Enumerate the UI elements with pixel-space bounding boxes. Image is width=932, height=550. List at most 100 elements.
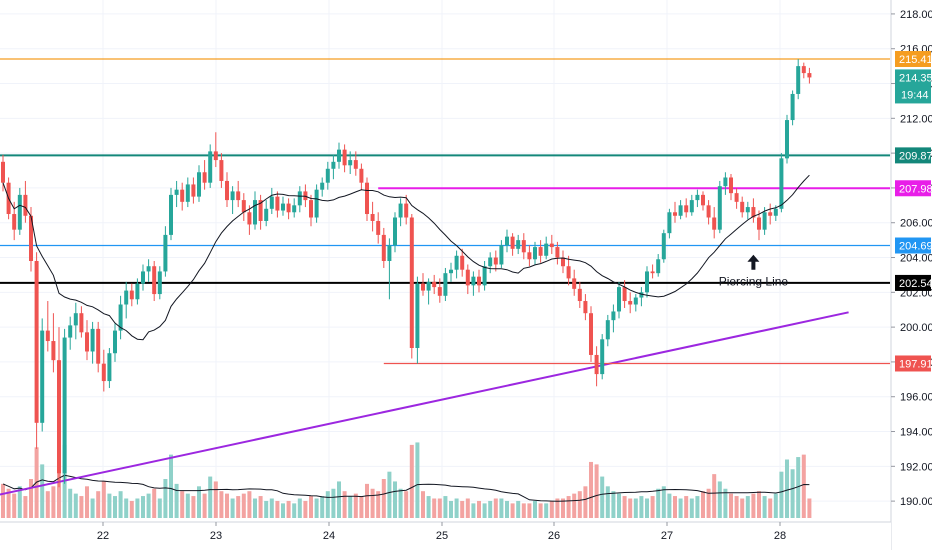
volume-bar [661, 486, 666, 518]
candle-body [146, 266, 151, 272]
candle-body [460, 255, 465, 270]
volume-bar [516, 500, 521, 518]
volume-bar [561, 498, 565, 518]
candle-body [633, 297, 638, 305]
candle-body [202, 172, 207, 183]
candle-body [331, 161, 336, 169]
candle-body [723, 177, 728, 187]
candle-body [650, 271, 655, 274]
candle-body [493, 257, 498, 265]
candle-body [801, 66, 806, 74]
time-axis[interactable]: 22 23 24 25 26 27 28 [0, 521, 891, 550]
volume-bar [197, 486, 201, 518]
candle-body [219, 160, 224, 181]
volume-bar [1, 483, 5, 518]
teal-level-tag-label: 209.87 [899, 150, 932, 162]
volume-bar [807, 498, 812, 518]
candle-body [745, 207, 750, 213]
candle-body [101, 363, 106, 382]
volume-bar [628, 498, 633, 518]
volume-bar [404, 491, 409, 518]
volume-bar [174, 483, 179, 518]
candle-body [505, 236, 509, 246]
volume-bar [633, 498, 638, 518]
candle-body [661, 233, 666, 260]
volume-bar [146, 493, 151, 518]
volume-bar [572, 493, 577, 518]
volume-bar [163, 479, 168, 518]
candle-body [768, 212, 773, 216]
volume-bar [269, 498, 274, 518]
volume-bar [169, 454, 173, 518]
candle-body [773, 208, 778, 216]
orange-resistance-tag [895, 50, 931, 67]
volume-bar [460, 500, 465, 518]
volume-bar [656, 488, 661, 518]
magenta-level-tag [895, 180, 931, 197]
candle-body [309, 200, 313, 218]
volume-bar [331, 488, 336, 518]
candle-body [499, 245, 504, 265]
volume-bar [437, 498, 442, 518]
volume-bar [370, 488, 375, 518]
price-tick-label: 206.00 [900, 218, 932, 230]
volume-bar [729, 493, 733, 518]
candle-body [169, 194, 173, 235]
candle-body [376, 220, 381, 235]
volume-moving-average [2, 474, 810, 502]
volume-bar [549, 500, 554, 518]
price-tick-label: 196.00 [900, 392, 932, 404]
volume-bar [320, 496, 325, 518]
candle-body [247, 212, 252, 225]
candle-body [180, 189, 185, 202]
candle-body [600, 339, 605, 375]
magenta-level-tag-label: 207.98 [899, 183, 932, 195]
candle-body [673, 212, 677, 216]
candle-body [521, 240, 526, 253]
candle-body [555, 247, 560, 258]
volume-bar [443, 496, 448, 518]
volume-bar [286, 500, 291, 518]
candle-body [17, 194, 22, 230]
candle-body [611, 311, 616, 321]
candle-body [197, 172, 201, 197]
volume-bar [577, 491, 582, 518]
volume-bar [236, 496, 241, 518]
candle-body [275, 196, 280, 211]
volume-bar [348, 496, 353, 518]
volume-bar [247, 491, 252, 518]
candle-body [96, 328, 101, 364]
volume-bar [292, 503, 297, 518]
volume-bar [415, 442, 420, 518]
candle-body [544, 243, 549, 256]
volume-bar [96, 491, 101, 518]
candle-body [628, 301, 633, 305]
current-price-tag [895, 69, 931, 104]
price-axis[interactable]: 190.00192.00194.00196.00198.00200.00202.… [890, 0, 932, 550]
candle-body [510, 236, 515, 249]
volume-bar [617, 493, 621, 518]
candle-body [370, 214, 375, 221]
volume-bars [1, 442, 812, 518]
price-tick-label: 190.00 [900, 496, 932, 508]
volume-bar [219, 491, 224, 518]
candle-body [488, 257, 493, 267]
volume-bar [29, 479, 33, 518]
candle-body [404, 203, 409, 218]
volume-bar [645, 498, 649, 518]
candle-body [51, 341, 56, 361]
volume-bar [275, 500, 280, 518]
candle-body [12, 214, 17, 230]
volume-bar [465, 498, 470, 518]
volume-bar [85, 486, 89, 518]
volume-bar [253, 498, 257, 518]
volume-bar [6, 488, 11, 518]
candle-body [645, 271, 649, 293]
price-tick-label: 194.00 [900, 427, 932, 439]
volume-bar [801, 454, 806, 518]
horizontal-levels [0, 58, 890, 365]
blue-support-tag [895, 237, 931, 254]
volume-bar [180, 491, 185, 518]
volume-bar [45, 491, 50, 518]
